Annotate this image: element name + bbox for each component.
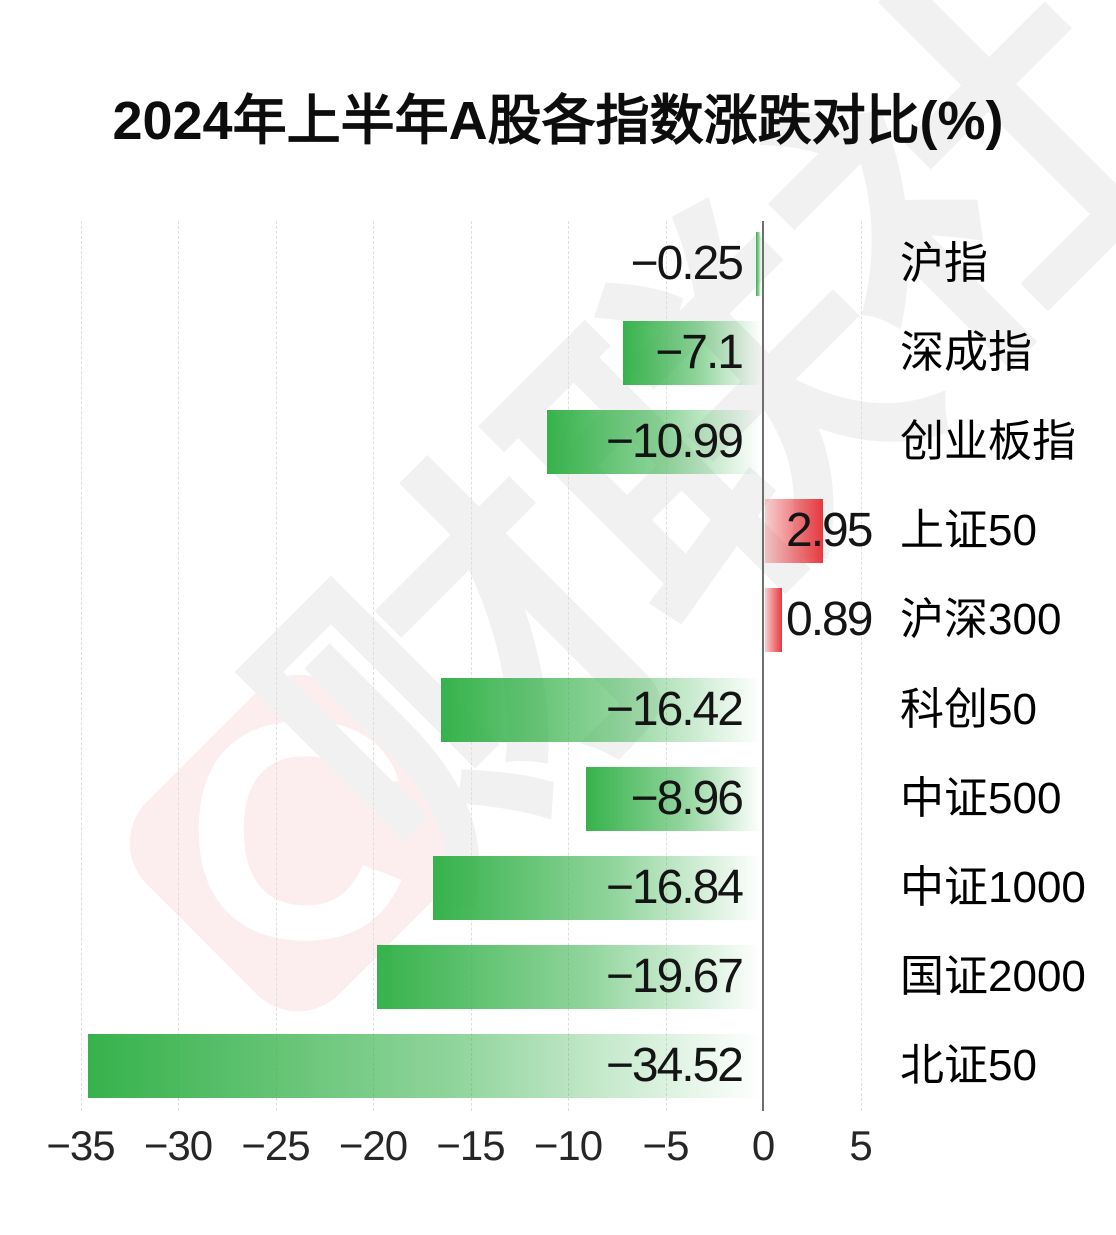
value-label: −19.67 <box>605 949 744 1003</box>
gridline <box>860 221 862 1111</box>
zero-axis-line <box>762 221 764 1111</box>
category-label: 中证1000 <box>900 862 1086 912</box>
x-tick-label: −20 <box>338 1122 408 1169</box>
category-label: 北证50 <box>900 1040 1037 1090</box>
bar-中证1000 <box>432 855 761 920</box>
value-label: −8.96 <box>630 771 744 825</box>
bar-创业板指 <box>546 410 761 475</box>
x-tick-label: 0 <box>751 1122 775 1169</box>
value-label: 2.95 <box>786 504 873 558</box>
gridline <box>80 221 82 1111</box>
category-label: 深成指 <box>900 328 1032 378</box>
x-tick-label: −30 <box>143 1122 213 1169</box>
category-label: 国证2000 <box>900 951 1086 1001</box>
bar-沪深300 <box>765 588 783 653</box>
value-label: 0.89 <box>786 593 873 647</box>
category-label: 上证50 <box>900 506 1037 556</box>
value-label: −16.42 <box>605 682 744 736</box>
gridline <box>568 221 569 1111</box>
category-label: 中证500 <box>900 773 1062 823</box>
bar-国证2000 <box>377 944 761 1009</box>
x-tick-label: −5 <box>642 1122 690 1169</box>
bar-沪指 <box>756 232 761 296</box>
gridline <box>470 221 472 1111</box>
category-label: 沪深300 <box>900 595 1062 645</box>
chart-title: 2024年上半年A股各指数涨跌对比(%) <box>112 91 1004 151</box>
category-label: 科创50 <box>900 684 1037 734</box>
value-label: −34.52 <box>605 1038 744 1092</box>
gridline <box>373 221 374 1111</box>
x-tick-label: −10 <box>533 1122 603 1169</box>
value-label: −16.84 <box>605 860 744 914</box>
category-label: 沪指 <box>900 239 988 288</box>
gridline <box>665 221 667 1111</box>
x-tick-label: −25 <box>241 1122 310 1169</box>
bar-中证500 <box>586 766 761 831</box>
gridline <box>275 221 277 1111</box>
value-label: −10.99 <box>605 415 744 469</box>
bar-上证50 <box>765 499 823 564</box>
x-tick-label: −35 <box>46 1122 115 1169</box>
value-label: −0.25 <box>630 237 744 290</box>
watermark-logo-letter: C <box>186 656 410 1004</box>
category-label: 创业板指 <box>900 417 1076 467</box>
x-tick-label: −15 <box>436 1122 505 1169</box>
x-tick-label: 5 <box>849 1122 872 1169</box>
bar-科创50 <box>440 677 761 742</box>
gridline <box>178 221 179 1111</box>
bar-深成指 <box>622 321 761 386</box>
value-label: −7.1 <box>655 326 744 380</box>
bar-北证50 <box>87 1033 761 1098</box>
